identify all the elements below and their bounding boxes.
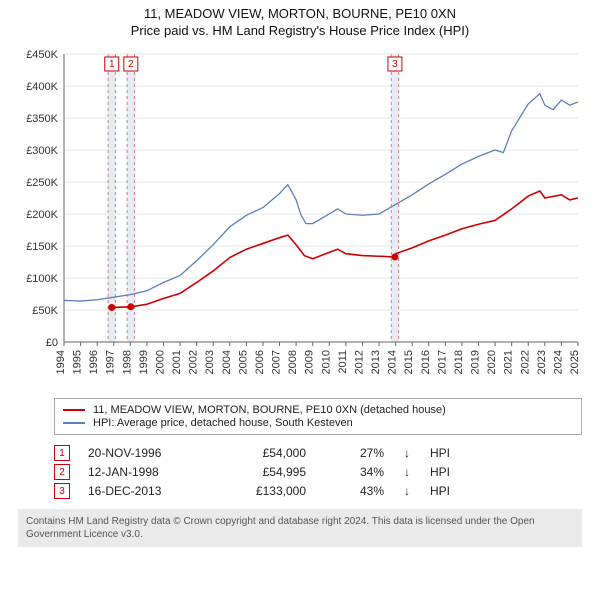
y-tick-label: £350K: [26, 113, 58, 125]
x-tick-label: 2009: [304, 350, 316, 374]
x-tick-label: 2000: [154, 350, 166, 374]
x-tick-label: 2014: [387, 350, 399, 374]
x-tick-label: 2012: [353, 350, 365, 374]
x-tick-label: 1997: [105, 350, 117, 374]
sale-point: [391, 253, 398, 260]
sale-band: [127, 54, 134, 342]
x-tick-label: 2018: [453, 350, 465, 374]
chart-titles: 11, MEADOW VIEW, MORTON, BOURNE, PE10 0X…: [0, 0, 600, 42]
x-tick-label: 2011: [337, 350, 349, 374]
x-tick-label: 2023: [536, 350, 548, 374]
x-tick-label: 2019: [470, 350, 482, 374]
legend-row: HPI: Average price, detached house, Sout…: [63, 417, 573, 429]
y-tick-label: £300K: [26, 145, 58, 157]
line-chart: £0 £50K £100K £150K £200K £250K £300K £350K £400…: [10, 42, 590, 392]
x-tick-label: 2022: [519, 350, 531, 374]
row-price: £133,000: [216, 484, 306, 498]
x-tick-label: 2006: [254, 350, 266, 374]
title-line-1: 11, MEADOW VIEW, MORTON, BOURNE, PE10 0X…: [10, 6, 590, 21]
sale-point: [127, 303, 134, 310]
row-hpi-label: HPI: [430, 446, 450, 460]
sale-marker-number: 2: [128, 59, 134, 70]
legend-label: HPI: Average price, detached house, Sout…: [93, 417, 353, 429]
x-tick-label: 2003: [204, 350, 216, 374]
x-tick-label: 2002: [188, 350, 200, 374]
sale-marker-number: 1: [109, 59, 115, 70]
row-date: 20-NOV-1996: [88, 446, 198, 460]
attribution-text: Contains HM Land Registry data © Crown c…: [18, 509, 582, 547]
row-date: 16-DEC-2013: [88, 484, 198, 498]
table-row: 3 16-DEC-2013 £133,000 43% ↓ HPI: [54, 483, 582, 499]
chart-area: £0 £50K £100K £150K £200K £250K £300K £350K £400…: [10, 42, 590, 392]
row-pct: 34%: [324, 465, 384, 479]
x-tick-label: 2001: [171, 350, 183, 374]
table-row: 1 20-NOV-1996 £54,000 27% ↓ HPI: [54, 445, 582, 461]
row-price: £54,000: [216, 446, 306, 460]
x-tick-label: 2007: [271, 350, 283, 374]
y-tick-label: £0: [46, 337, 58, 349]
row-marker: 2: [54, 464, 70, 480]
x-tick-label: 1994: [55, 350, 67, 374]
title-line-2: Price paid vs. HM Land Registry's House …: [10, 23, 590, 38]
x-tick-label: 1996: [88, 350, 100, 374]
down-arrow-icon: ↓: [404, 446, 410, 460]
sale-band: [108, 54, 115, 342]
row-pct: 43%: [324, 484, 384, 498]
y-tick-label: £200K: [26, 209, 58, 221]
x-tick-label: 1995: [72, 350, 84, 374]
sale-point: [108, 304, 115, 311]
sale-band: [391, 54, 398, 342]
y-tick-label: £400K: [26, 81, 58, 93]
legend-label: 11, MEADOW VIEW, MORTON, BOURNE, PE10 0X…: [93, 404, 446, 416]
series-property: [112, 191, 578, 307]
x-tick-label: 2005: [237, 350, 249, 374]
legend-swatch: [63, 422, 85, 424]
row-pct: 27%: [324, 446, 384, 460]
sale-marker-number: 3: [392, 59, 398, 70]
down-arrow-icon: ↓: [404, 484, 410, 498]
row-marker: 3: [54, 483, 70, 499]
x-tick-label: 1999: [138, 350, 150, 374]
x-tick-label: 2024: [552, 350, 564, 374]
x-tick-label: 1998: [121, 350, 133, 374]
y-tick-label: £150K: [26, 241, 58, 253]
page: 11, MEADOW VIEW, MORTON, BOURNE, PE10 0X…: [0, 0, 600, 547]
y-tick-label: £450K: [26, 49, 58, 61]
x-tick-label: 2015: [403, 350, 415, 374]
x-tick-label: 2021: [503, 350, 515, 374]
y-tick-label: £50K: [32, 305, 58, 317]
row-marker: 1: [54, 445, 70, 461]
series-hpi: [64, 94, 578, 301]
row-hpi-label: HPI: [430, 484, 450, 498]
x-tick-label: 2025: [569, 350, 581, 374]
x-tick-label: 2020: [486, 350, 498, 374]
x-tick-label: 2016: [420, 350, 432, 374]
legend: 11, MEADOW VIEW, MORTON, BOURNE, PE10 0X…: [54, 398, 582, 435]
x-tick-label: 2008: [287, 350, 299, 374]
row-date: 12-JAN-1998: [88, 465, 198, 479]
x-tick-label: 2010: [320, 350, 332, 374]
table-row: 2 12-JAN-1998 £54,995 34% ↓ HPI: [54, 464, 582, 480]
y-tick-label: £250K: [26, 177, 58, 189]
legend-row: 11, MEADOW VIEW, MORTON, BOURNE, PE10 0X…: [63, 404, 573, 416]
down-arrow-icon: ↓: [404, 465, 410, 479]
x-tick-label: 2017: [436, 350, 448, 374]
legend-swatch: [63, 409, 85, 411]
x-tick-label: 2013: [370, 350, 382, 374]
x-tick-label: 2004: [221, 350, 233, 374]
row-hpi-label: HPI: [430, 465, 450, 479]
sales-table: 1 20-NOV-1996 £54,000 27% ↓ HPI 2 12-JAN-1998 £5…: [54, 445, 582, 499]
row-price: £54,995: [216, 465, 306, 479]
y-tick-label: £100K: [26, 273, 58, 285]
